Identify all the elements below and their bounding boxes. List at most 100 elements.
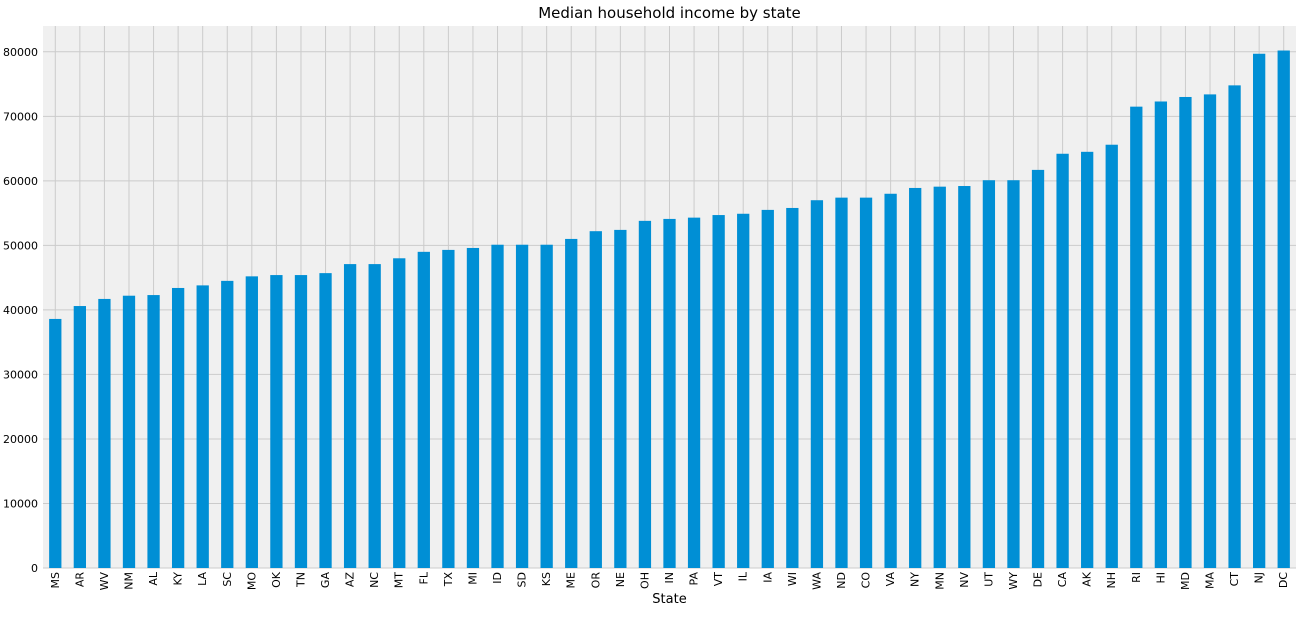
bar-nd: [835, 197, 848, 568]
x-tick-label-hi: HI: [1154, 572, 1167, 584]
bar-tn: [294, 275, 308, 568]
x-tick-label-nm: NM: [122, 572, 135, 590]
bar-la: [196, 285, 209, 568]
bar-wy: [1007, 180, 1020, 568]
x-tick-label-de: DE: [1032, 572, 1045, 587]
bar-id: [491, 244, 504, 568]
bar-md: [1179, 96, 1192, 568]
bar-ar: [73, 306, 86, 568]
bar-ut: [982, 180, 996, 568]
y-axis-ticks: 0 10000 20000 30000 40000 50000 60000 70000 8000…: [3, 46, 38, 575]
x-tick-label-nh: NH: [1105, 572, 1118, 589]
bar-ma: [1203, 94, 1217, 569]
x-axis-label: State: [652, 592, 686, 607]
x-tick-label-id: ID: [491, 572, 504, 584]
bar-in: [663, 218, 676, 568]
bar-or: [589, 231, 602, 568]
y-tick-label: 30000: [3, 368, 38, 381]
bar-sd: [515, 244, 529, 568]
x-tick-label-or: OR: [589, 572, 602, 589]
bar-ky: [171, 287, 185, 568]
bar-va: [884, 193, 897, 568]
bar-ne: [614, 229, 627, 568]
x-tick-label-mn: MN: [933, 572, 946, 590]
bar-wi: [786, 207, 799, 568]
bar-nm: [122, 295, 136, 568]
x-tick-label-sd: SD: [516, 572, 529, 587]
x-tick-label-ct: CT: [1228, 572, 1241, 587]
bar-nc: [368, 264, 381, 568]
bar-oh: [638, 220, 652, 568]
bar-mt: [393, 258, 406, 568]
x-tick-label-ca: CA: [1056, 572, 1069, 588]
bar-ny: [909, 187, 922, 568]
x-tick-label-in: IN: [663, 572, 676, 583]
x-tick-label-tn: TN: [294, 572, 307, 588]
x-tick-label-il: IL: [737, 571, 750, 581]
bar-tx: [442, 249, 455, 568]
x-tick-label-ut: UT: [982, 572, 995, 587]
y-tick-label: 0: [31, 562, 38, 575]
x-tick-label-ks: KS: [540, 572, 553, 586]
x-tick-label-ms: MS: [49, 572, 62, 588]
bar-vt: [712, 215, 725, 569]
x-tick-label-me: ME: [565, 572, 578, 588]
y-tick-label: 60000: [3, 175, 38, 188]
x-tick-label-la: LA: [196, 572, 209, 586]
bar-il: [737, 213, 750, 568]
x-tick-label-oh: OH: [638, 572, 651, 589]
x-tick-label-md: MD: [1179, 572, 1192, 590]
x-tick-label-co: CO: [860, 572, 873, 589]
bar-de: [1031, 169, 1045, 568]
y-tick-label: 70000: [3, 110, 38, 123]
bar-co: [859, 197, 873, 568]
x-tick-label-wv: WV: [98, 572, 111, 591]
x-tick-label-mi: MI: [466, 572, 479, 585]
bar-ca: [1056, 153, 1069, 568]
x-tick-label-wi: WI: [786, 572, 799, 586]
bar-mn: [933, 186, 946, 568]
x-tick-label-wy: WY: [1007, 572, 1020, 590]
x-tick-label-nv: NV: [958, 572, 971, 588]
x-tick-label-ma: MA: [1204, 572, 1217, 589]
x-tick-label-fl: FL: [417, 571, 430, 584]
chart-title: Median household income by state: [538, 4, 801, 22]
x-tick-label-nj: NJ: [1253, 572, 1266, 583]
bar-hi: [1154, 101, 1168, 568]
bar-pa: [687, 217, 701, 568]
bar-dc: [1277, 50, 1290, 569]
x-tick-label-wa: WA: [810, 572, 823, 590]
x-tick-label-va: VA: [884, 572, 897, 587]
bar-ms: [49, 318, 62, 568]
x-tick-label-ny: NY: [909, 572, 922, 587]
bars: [49, 50, 1290, 569]
y-tick-label: 50000: [3, 239, 38, 252]
bar-ct: [1228, 85, 1241, 568]
bar-ia: [761, 209, 774, 568]
bar-ak: [1081, 151, 1094, 569]
x-tick-label-sc: SC: [221, 572, 234, 587]
bar-az: [343, 264, 357, 568]
bar-wa: [810, 200, 824, 568]
x-tick-label-ne: NE: [614, 572, 627, 587]
bar-nv: [958, 186, 971, 568]
y-tick-label: 40000: [3, 304, 38, 317]
bar-al: [147, 295, 160, 568]
x-tick-label-nc: NC: [368, 572, 381, 588]
bar-fl: [417, 251, 430, 569]
bar-ks: [540, 244, 553, 568]
bar-ga: [319, 273, 332, 568]
x-tick-label-tx: TX: [442, 572, 455, 588]
bar-nh: [1105, 144, 1118, 568]
bar-ok: [270, 275, 283, 568]
bar-me: [565, 238, 578, 568]
x-tick-label-az: AZ: [344, 572, 357, 588]
x-tick-label-ri: RI: [1130, 572, 1143, 583]
x-tick-label-vt: VT: [712, 572, 725, 587]
y-tick-label: 20000: [3, 433, 38, 446]
x-tick-label-mo: MO: [245, 572, 258, 590]
bar-sc: [221, 280, 234, 568]
bar-wv: [98, 298, 111, 568]
x-tick-label-ky: KY: [172, 572, 185, 586]
